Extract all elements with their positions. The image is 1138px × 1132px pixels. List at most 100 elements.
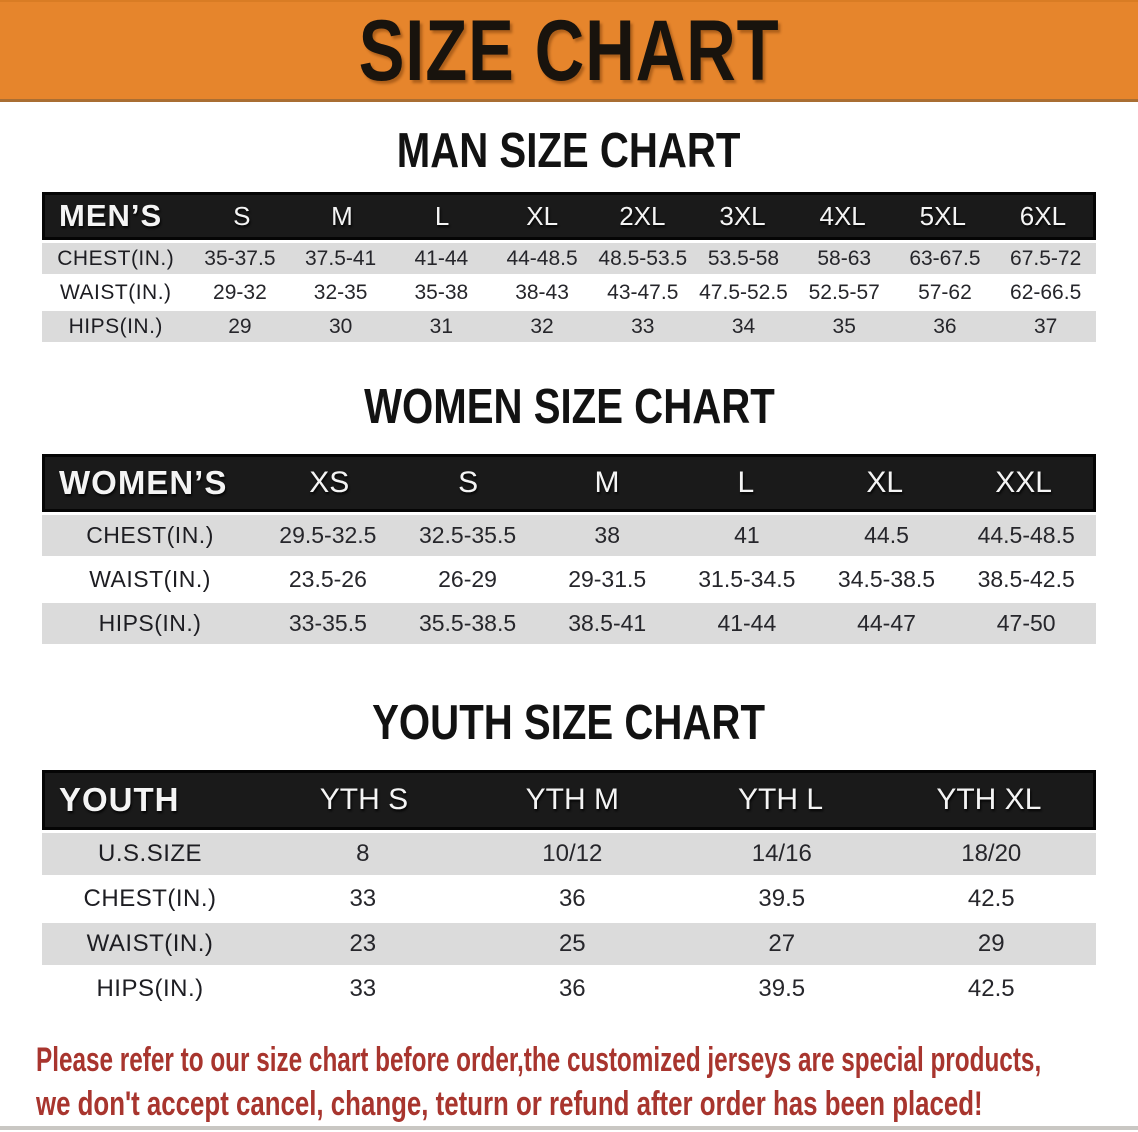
youth-value-cell: 42.5	[967, 975, 1015, 1002]
womens-value-cell: 38	[594, 522, 620, 548]
youth-size-col-header: YTH XL	[936, 783, 1042, 816]
youth-value-cell: 23	[349, 930, 377, 957]
womens-size-col-header: M	[594, 466, 620, 499]
mens-value-cell: 67.5-72	[1010, 246, 1082, 270]
mens-size-col-header: 5XL	[919, 200, 966, 231]
youth-size-col-header: YTH L	[738, 783, 824, 816]
size-chart-sections: MAN SIZE CHART MEN’S S M L XL 2XL 3XL 4XL 5XL 6XL C…	[0, 126, 1138, 1010]
youth-value-cell: 33	[349, 975, 377, 1002]
mens-size-col-header: M	[331, 200, 353, 231]
youth-size-col-header: YTH M	[525, 783, 619, 816]
womens-table-row: CHEST(IN.) 29.5-32.5 32.5-35.5 38 41 44.5 44.5…	[42, 515, 1096, 556]
bottom-edge-strip	[0, 1126, 1138, 1130]
youth-header-row: YOUTH YTH S YTH M YTH L YTH XL	[42, 770, 1096, 830]
size-section-womens: WOMEN SIZE CHART WOMEN’S XS S M L XL XXL CHEST(I…	[0, 382, 1138, 644]
mens-value-cell: 32	[530, 314, 554, 338]
mens-row-label: WAIST(IN.)	[60, 280, 172, 304]
womens-value-cell: 47-50	[996, 610, 1056, 636]
mens-value-cell: 35-37.5	[204, 246, 276, 270]
youth-row-label: U.S.SIZE	[98, 840, 203, 867]
disclaimer-line-1: Please refer to our size chart before or…	[36, 1041, 1042, 1079]
womens-size-col-header: XL	[866, 466, 904, 499]
mens-value-cell: 35-38	[414, 280, 469, 304]
womens-value-cell: 31.5-34.5	[698, 566, 796, 592]
womens-value-cell: 32.5-35.5	[418, 522, 517, 548]
mens-value-cell: 31	[429, 314, 454, 338]
mens-size-col-header: 4XL	[819, 200, 866, 231]
youth-group-label: YOUTH	[59, 781, 180, 818]
youth-row-label: CHEST(IN.)	[83, 885, 217, 912]
youth-table-row: HIPS(IN.) 33 36 39.5 42.5	[42, 968, 1096, 1010]
womens-row-label: WAIST(IN.)	[89, 566, 211, 592]
mens-value-cell: 53.5-58	[707, 246, 780, 270]
mens-section-title: MAN SIZE CHART	[0, 126, 1138, 176]
youth-value-cell: 42.5	[967, 885, 1015, 912]
youth-value-cell: 36	[558, 885, 586, 912]
disclaimer-line-2: we don't accept cancel, change, teturn o…	[36, 1085, 983, 1123]
womens-value-cell: 29-31.5	[568, 566, 647, 592]
size-chart-banner: SIZE CHART	[0, 0, 1138, 102]
youth-row-label: WAIST(IN.)	[86, 930, 214, 957]
womens-size-col-header: XXL	[995, 466, 1052, 499]
mens-value-cell: 41-44	[414, 246, 469, 270]
size-section-mens: MAN SIZE CHART MEN’S S M L XL 2XL 3XL 4XL 5XL 6XL C…	[0, 126, 1138, 342]
mens-value-cell: 32-35	[313, 280, 368, 304]
womens-value-cell: 23.5-26	[288, 566, 367, 592]
womens-size-table: WOMEN’S XS S M L XL XXL CHEST(IN.) 29.5-32.5 32.5…	[42, 454, 1096, 644]
mens-section-title-text: MAN SIZE CHART	[397, 124, 741, 178]
mens-size-table: MEN’S S M L XL 2XL 3XL 4XL 5XL 6XL CHEST(IN.) 35-37…	[42, 192, 1096, 342]
youth-value-cell: 27	[768, 930, 796, 957]
mens-size-col-header: 6XL	[1019, 200, 1067, 231]
mens-group-label: MEN’S	[59, 198, 163, 233]
mens-value-cell: 43-47.5	[607, 280, 679, 304]
womens-value-cell: 29.5-32.5	[279, 522, 377, 548]
mens-table-row: HIPS(IN.) 29 30 31 32 33 34 35 36 37	[42, 311, 1096, 342]
mens-value-cell: 57-62	[918, 280, 972, 304]
womens-row-label: CHEST(IN.)	[86, 522, 214, 548]
mens-value-cell: 37.5-41	[305, 246, 377, 270]
womens-value-cell: 35.5-38.5	[418, 610, 517, 636]
mens-value-cell: 29	[228, 314, 252, 338]
mens-value-cell: 37	[1033, 314, 1058, 338]
youth-size-table: YOUTH YTH S YTH M YTH L YTH XL U.S.SIZE 8 10/12…	[42, 770, 1096, 1010]
mens-value-cell: 36	[933, 314, 957, 338]
mens-value-cell: 63-67.5	[909, 246, 981, 270]
youth-value-cell: 14/16	[751, 840, 812, 867]
mens-value-cell: 33	[631, 314, 655, 338]
youth-section-title-text: YOUTH SIZE CHART	[372, 696, 766, 750]
mens-value-cell: 38-43	[515, 280, 569, 304]
mens-value-cell: 58-63	[817, 246, 872, 270]
womens-section-title-text: WOMEN SIZE CHART	[363, 380, 775, 434]
mens-size-col-header: S	[233, 200, 251, 231]
mens-value-cell: 52.5-57	[808, 280, 880, 304]
banner-title: SIZE CHART	[358, 2, 780, 99]
mens-value-cell: 47.5-52.5	[699, 280, 788, 304]
youth-table-row: WAIST(IN.) 23 25 27 29	[42, 923, 1096, 965]
womens-table-row: HIPS(IN.) 33-35.5 35.5-38.5 38.5-41 41-44 44-…	[42, 603, 1096, 644]
youth-section-title: YOUTH SIZE CHART	[0, 698, 1138, 748]
womens-section-title: WOMEN SIZE CHART	[0, 382, 1138, 432]
womens-value-cell: 33-35.5	[288, 610, 367, 636]
mens-row-label: CHEST(IN.)	[57, 246, 175, 270]
womens-header-row: WOMEN’S XS S M L XL XXL	[42, 454, 1096, 512]
womens-value-cell: 41-44	[717, 610, 777, 636]
womens-size-col-header: L	[737, 466, 755, 499]
youth-value-cell: 39.5	[758, 885, 806, 912]
disclaimer: Please refer to our size chart before or…	[36, 1038, 1138, 1126]
mens-value-cell: 44-48.5	[506, 246, 578, 270]
youth-value-cell: 29	[977, 930, 1005, 957]
mens-value-cell: 48.5-53.5	[598, 246, 688, 270]
mens-size-col-header: 2XL	[619, 200, 666, 231]
womens-value-cell: 41	[734, 522, 760, 548]
mens-size-col-header: XL	[526, 200, 559, 231]
womens-value-cell: 26-29	[438, 566, 497, 592]
mens-size-col-header: 3XL	[719, 200, 766, 231]
youth-table-row: CHEST(IN.) 33 36 39.5 42.5	[42, 878, 1096, 920]
youth-row-label: HIPS(IN.)	[96, 975, 204, 1002]
womens-group-label: WOMEN’S	[59, 464, 228, 501]
mens-table-row: CHEST(IN.) 35-37.5 37.5-41 41-44 44-48.5 48.5…	[42, 243, 1096, 274]
youth-value-cell: 33	[349, 885, 377, 912]
mens-size-col-header: L	[434, 200, 450, 231]
mens-value-cell: 62-66.5	[1010, 280, 1082, 304]
youth-value-cell: 18/20	[961, 840, 1022, 867]
